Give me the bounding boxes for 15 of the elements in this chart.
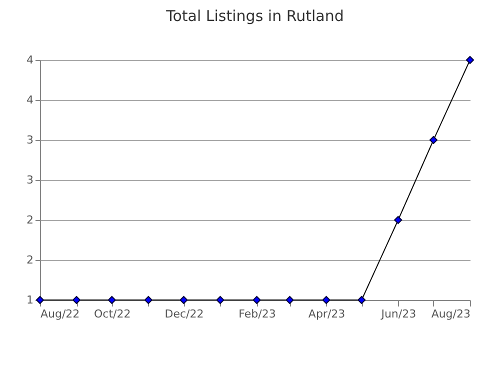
y-tick-label: 4 [26,94,34,106]
y-tick-label: 1 [26,294,34,306]
x-tick-label: Aug/22 [40,308,80,320]
y-tick-label: 3 [26,174,34,186]
chart-title: Total Listings in Rutland [165,7,344,25]
x-tick-label: Oct/22 [94,308,131,320]
y-tick-label: 3 [26,134,34,146]
x-tick-label: Jun/23 [380,308,416,320]
y-tick-label: 4 [26,54,34,66]
y-tick-label: 2 [26,214,34,226]
x-tick-label: Feb/23 [238,308,276,320]
x-tick-label: Apr/23 [308,308,346,320]
x-tick-label: Dec/22 [164,308,204,320]
x-tick-label: Aug/23 [431,308,470,320]
y-tick-label: 2 [26,254,34,266]
